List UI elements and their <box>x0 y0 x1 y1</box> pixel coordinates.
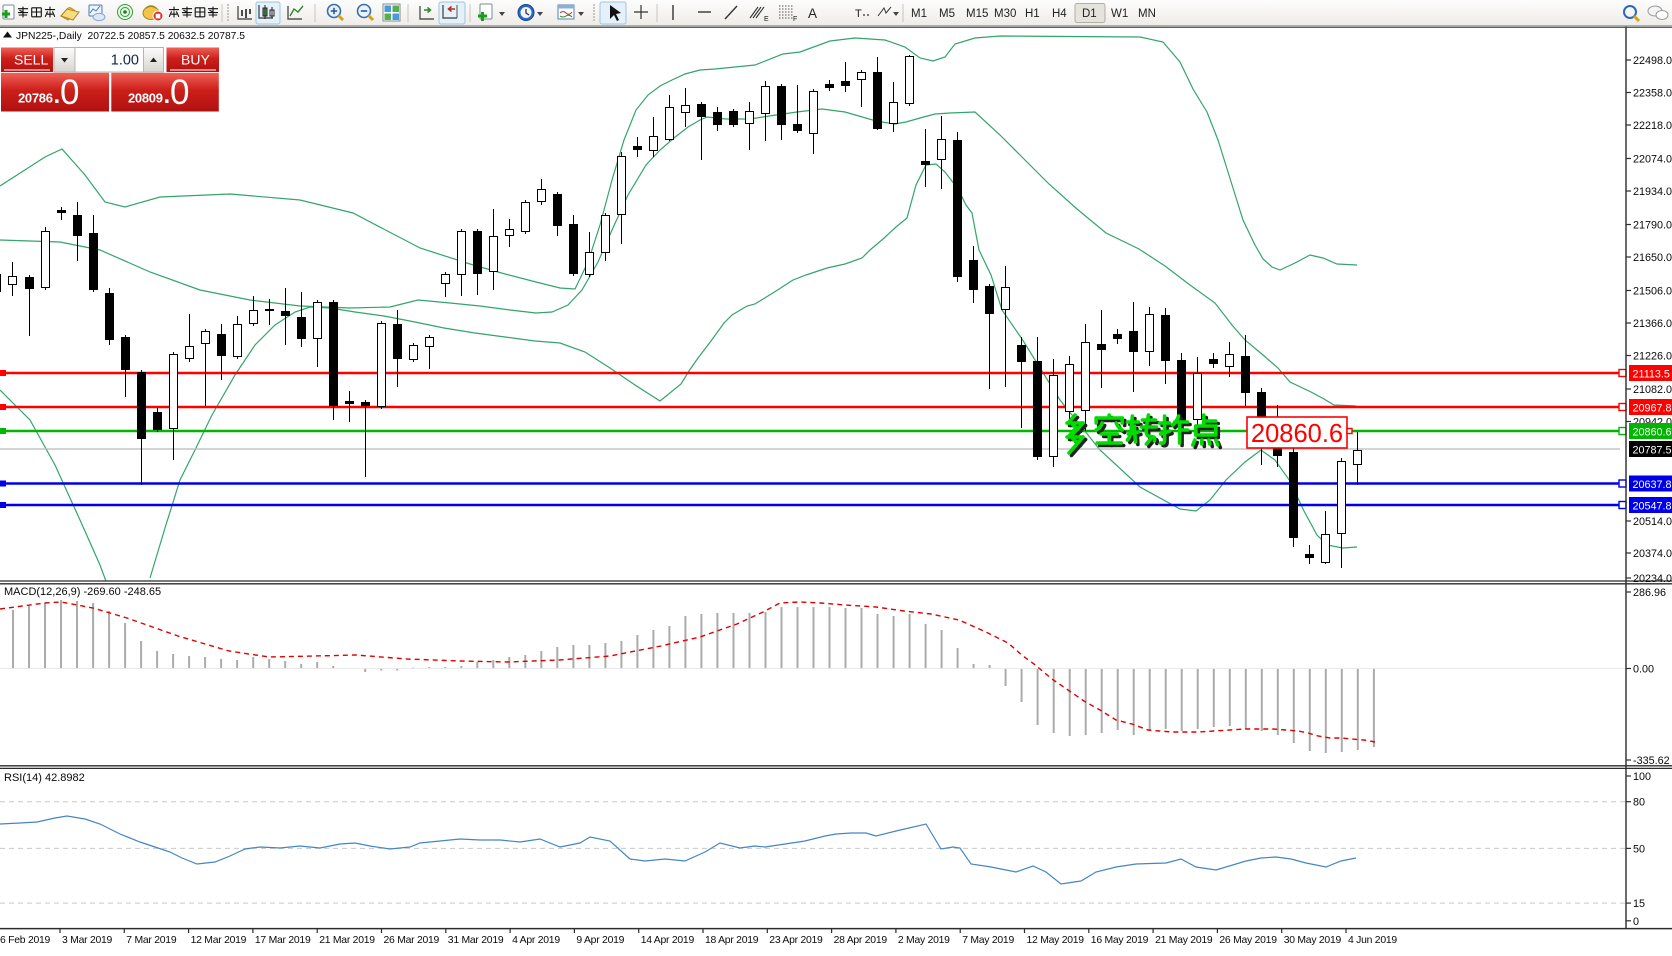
svg-text:30 May 2019: 30 May 2019 <box>1284 935 1342 946</box>
svg-text:.: . <box>164 82 171 109</box>
svg-text:20967.8: 20967.8 <box>1633 403 1672 415</box>
svg-text:M5: M5 <box>939 8 955 20</box>
svg-text:20860.6: 20860.6 <box>1251 420 1343 448</box>
svg-text:MACD(12,26,9) -269.60 -248.65: MACD(12,26,9) -269.60 -248.65 <box>4 586 161 598</box>
svg-text:1.00: 1.00 <box>111 53 139 69</box>
svg-text:7 May 2019: 7 May 2019 <box>962 935 1014 946</box>
svg-text:0: 0 <box>170 73 189 112</box>
svg-text:0: 0 <box>60 73 79 112</box>
svg-text:20787.5: 20787.5 <box>1633 445 1672 457</box>
svg-text:F: F <box>793 16 797 23</box>
svg-text:16 May 2019: 16 May 2019 <box>1091 935 1149 946</box>
svg-text:M1: M1 <box>911 8 927 20</box>
svg-text:21082.0: 21082.0 <box>1633 384 1672 396</box>
svg-text:4 Apr 2019: 4 Apr 2019 <box>512 935 560 946</box>
svg-text:20547.8: 20547.8 <box>1633 501 1672 513</box>
svg-text:.: . <box>54 82 61 109</box>
svg-text:0.00: 0.00 <box>1633 664 1654 676</box>
svg-text:20809: 20809 <box>128 91 163 106</box>
svg-text:23 Apr 2019: 23 Apr 2019 <box>769 935 823 946</box>
svg-text:4 Jun 2019: 4 Jun 2019 <box>1348 935 1397 946</box>
svg-text:0: 0 <box>1633 916 1639 928</box>
svg-text:12 Mar 2019: 12 Mar 2019 <box>191 935 247 946</box>
svg-text:15: 15 <box>1633 898 1645 910</box>
svg-text:3 Mar 2019: 3 Mar 2019 <box>62 935 113 946</box>
svg-text:26 Mar 2019: 26 Mar 2019 <box>384 935 440 946</box>
svg-text:286.96: 286.96 <box>1633 587 1666 599</box>
svg-text:M15: M15 <box>966 8 988 20</box>
svg-text:T: T <box>855 8 862 20</box>
svg-text:21366.0: 21366.0 <box>1633 318 1672 330</box>
svg-text:SELL: SELL <box>14 52 48 68</box>
svg-text:22074.0: 22074.0 <box>1633 154 1672 166</box>
svg-text:18 Apr 2019: 18 Apr 2019 <box>705 935 759 946</box>
svg-text:-335.62: -335.62 <box>1633 755 1670 767</box>
svg-text:W1: W1 <box>1111 8 1128 20</box>
svg-text:21934.0: 21934.0 <box>1633 186 1672 198</box>
svg-text:H1: H1 <box>1025 8 1040 20</box>
svg-text:H4: H4 <box>1052 8 1067 20</box>
svg-text:21226.0: 21226.0 <box>1633 351 1672 363</box>
svg-text:21 Mar 2019: 21 Mar 2019 <box>319 935 375 946</box>
svg-text:20514.0: 20514.0 <box>1633 516 1672 528</box>
svg-text:M30: M30 <box>994 8 1016 20</box>
svg-text:14 Apr 2019: 14 Apr 2019 <box>641 935 695 946</box>
svg-text:22358.0: 22358.0 <box>1633 88 1672 100</box>
svg-text:20637.8: 20637.8 <box>1633 479 1672 491</box>
svg-text:E: E <box>764 16 769 23</box>
svg-text:20860.6: 20860.6 <box>1633 427 1672 439</box>
svg-text:21790.0: 21790.0 <box>1633 220 1672 232</box>
svg-text:9 Apr 2019: 9 Apr 2019 <box>576 935 624 946</box>
svg-text:JPN225-,Daily 20722.5 20857.5: JPN225-,Daily 20722.5 20857.5 20632.5 20… <box>16 31 245 42</box>
svg-text:20374.0: 20374.0 <box>1633 548 1672 560</box>
svg-text:80: 80 <box>1633 797 1645 809</box>
svg-text:12 May 2019: 12 May 2019 <box>1027 935 1085 946</box>
svg-text:RSI(14) 42.8982: RSI(14) 42.8982 <box>4 772 85 784</box>
svg-text:20786: 20786 <box>18 91 53 106</box>
svg-text:7 Mar 2019: 7 Mar 2019 <box>126 935 177 946</box>
svg-text:21650.0: 21650.0 <box>1633 252 1672 264</box>
svg-text:21506.0: 21506.0 <box>1633 286 1672 298</box>
svg-text:21113.5: 21113.5 <box>1633 369 1670 381</box>
svg-text:BUY: BUY <box>181 52 210 68</box>
svg-text:31 Mar 2019: 31 Mar 2019 <box>448 935 504 946</box>
svg-text:20234.0: 20234.0 <box>1633 573 1672 585</box>
svg-text:28 Apr 2019: 28 Apr 2019 <box>834 935 888 946</box>
svg-text:22498.0: 22498.0 <box>1633 55 1672 67</box>
svg-text:21 May 2019: 21 May 2019 <box>1155 935 1213 946</box>
svg-text:A: A <box>808 6 817 21</box>
svg-text:D1: D1 <box>1082 8 1097 20</box>
svg-text:2 May 2019: 2 May 2019 <box>898 935 950 946</box>
svg-text:17 Mar 2019: 17 Mar 2019 <box>255 935 311 946</box>
svg-text:26 May 2019: 26 May 2019 <box>1219 935 1277 946</box>
svg-text:100: 100 <box>1633 771 1651 783</box>
svg-text:50: 50 <box>1633 843 1645 855</box>
svg-text:MN: MN <box>1138 8 1156 20</box>
svg-text:6 Feb 2019: 6 Feb 2019 <box>0 935 51 946</box>
svg-text:22218.0: 22218.0 <box>1633 120 1672 132</box>
